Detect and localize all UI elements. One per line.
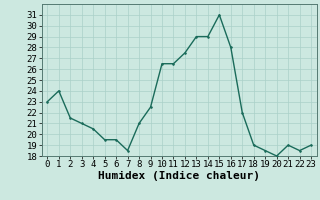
X-axis label: Humidex (Indice chaleur): Humidex (Indice chaleur) bbox=[98, 171, 260, 181]
